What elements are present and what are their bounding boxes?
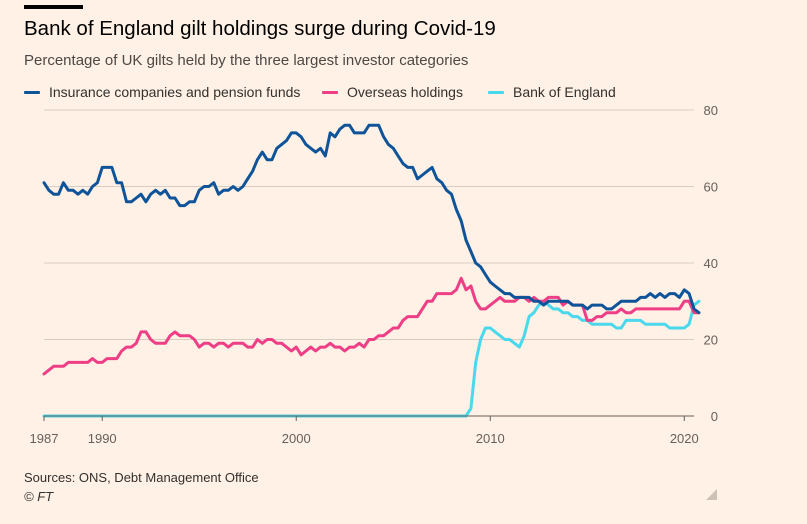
x-tick-label: 2020 bbox=[670, 431, 699, 446]
legend-swatch-boe bbox=[488, 90, 504, 94]
legend-label-overseas: Overseas holdings bbox=[347, 84, 463, 100]
legend-label-boe: Bank of England bbox=[513, 84, 616, 100]
copyright-note: © FT bbox=[24, 489, 54, 504]
legend-swatch-overseas bbox=[322, 90, 338, 94]
x-tick-label: 2000 bbox=[282, 431, 311, 446]
axes: 0 20 40 60 80 1987 1990 2000 2010 2020 bbox=[30, 103, 718, 446]
series-line-boe bbox=[42, 299, 701, 418]
legend-item-insurance: Insurance companies and pension funds bbox=[24, 84, 300, 100]
legend-label-insurance: Insurance companies and pension funds bbox=[49, 84, 301, 100]
series-lines bbox=[42, 123, 701, 418]
legend-swatch-insurance bbox=[24, 90, 40, 94]
chart-subtitle: Percentage of UK gilts held by the three… bbox=[24, 52, 469, 69]
legend-item-boe: Bank of England bbox=[488, 84, 616, 100]
chart-title: Bank of England gilt holdings surge duri… bbox=[24, 17, 496, 40]
x-tick-label: 1987 bbox=[30, 431, 59, 446]
series-line-insurance bbox=[42, 123, 701, 315]
y-tick-label: 20 bbox=[704, 333, 718, 348]
series-line-overseas bbox=[42, 276, 701, 376]
source-note: Sources: ONS, Debt Management Office bbox=[24, 470, 259, 485]
legend-item-overseas: Overseas holdings bbox=[322, 84, 463, 100]
y-tick-label: 60 bbox=[704, 180, 718, 195]
x-tick-label: 2010 bbox=[476, 431, 505, 446]
y-tick-label: 40 bbox=[704, 256, 718, 271]
brand-rule bbox=[24, 5, 83, 9]
y-tick-label: 80 bbox=[704, 103, 718, 118]
resize-handle-icon bbox=[706, 489, 717, 500]
x-tick-label: 1990 bbox=[88, 431, 117, 446]
y-tick-label: 0 bbox=[711, 409, 718, 424]
